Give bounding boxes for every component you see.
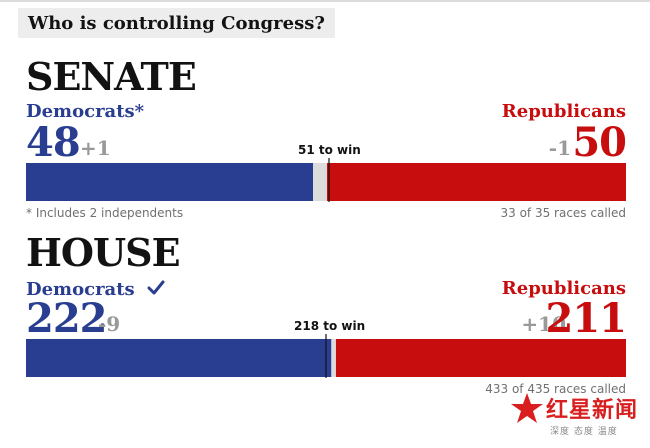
republicans-seat-count: 211	[545, 295, 627, 342]
star-logo-icon	[511, 393, 543, 423]
majority-label: 218 to win	[294, 319, 366, 333]
democrats-seat-change: -9	[98, 312, 121, 336]
republicans-label-text: Republicans	[501, 278, 626, 299]
democrats-seat-count: 48	[26, 119, 81, 166]
republicans-seats-bar	[335, 339, 626, 377]
watermark-brand: 红星新闻	[546, 397, 639, 423]
republicans-seat-change: -1	[548, 136, 571, 160]
democrats-label: Democrats*	[26, 103, 144, 121]
races-called: 33 of 35 races called	[500, 206, 626, 220]
page-title: Who is controlling Congress?	[28, 12, 325, 34]
republicans-label: Republicans	[502, 103, 626, 121]
democrats-label-text: Democrats*	[26, 101, 145, 122]
check-icon	[147, 280, 165, 295]
top-rule	[0, 0, 650, 2]
democrats-label: Democrats	[26, 280, 165, 299]
democrats-seat-change: +1	[80, 136, 111, 160]
cropped-header-fragment: ··· ·	[556, 0, 580, 6]
democrats-seats-bar	[26, 163, 313, 201]
republicans-seats-bar	[327, 163, 626, 201]
republicans-label: Republicans	[502, 280, 626, 298]
watermark: 红星新闻 深度 态度 温度	[510, 390, 640, 440]
house-seat-bar	[26, 334, 626, 378]
chamber-title: SENATE	[26, 54, 197, 99]
republicans-seat-count: 50	[572, 119, 627, 166]
title-box: Who is controlling Congress?	[18, 8, 335, 38]
senate-section: SENATE Democrats* Republicans 48 +1 -1 5…	[26, 54, 627, 226]
independents-footnote: * Includes 2 independents	[26, 206, 184, 220]
races-called: 433 of 435 races called	[485, 382, 626, 396]
chamber-title: HOUSE	[26, 230, 181, 275]
democrats-seat-count: 222	[26, 295, 107, 342]
democrats-seats-bar	[26, 339, 332, 377]
republicans-seat-change: +10	[521, 312, 566, 336]
senate-seat-bar	[26, 158, 626, 202]
watermark-tagline: 深度 态度 温度	[550, 427, 618, 437]
majority-label: 51 to win	[298, 143, 361, 157]
democrats-label-text: Democrats	[26, 279, 135, 300]
house-section: HOUSE Democrats Republicans 222 -9 +10 2…	[26, 230, 627, 402]
republicans-label-text: Republicans	[501, 101, 626, 122]
